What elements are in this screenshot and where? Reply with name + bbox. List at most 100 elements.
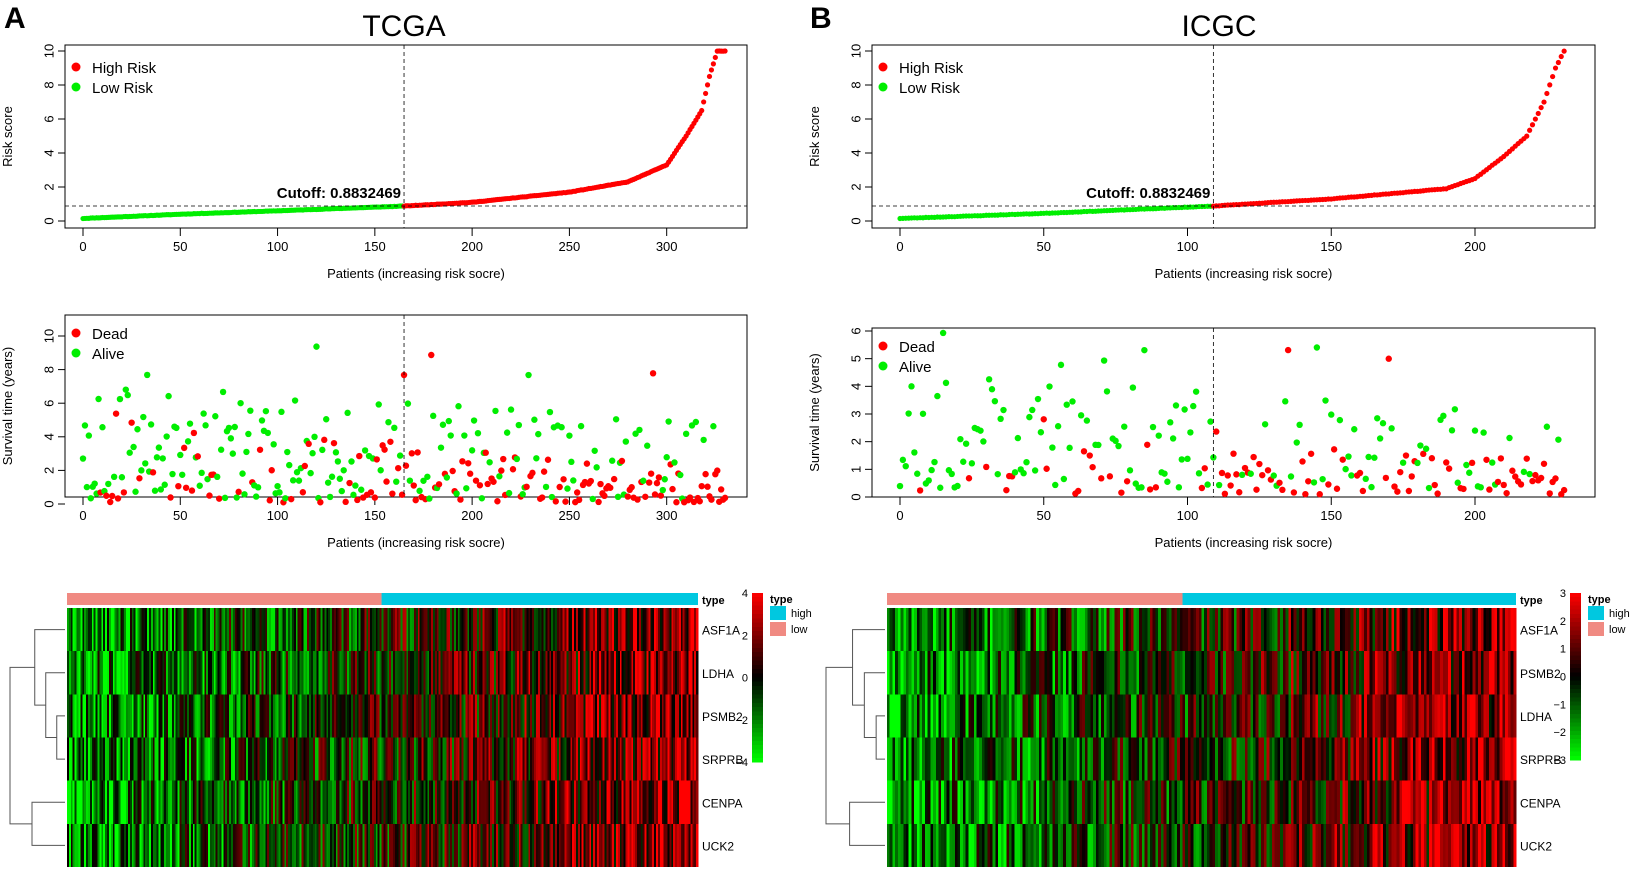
heatmap-cell	[1320, 694, 1324, 738]
heatmap-cell	[415, 737, 419, 781]
heatmap-cell	[612, 608, 615, 652]
alive-point	[928, 466, 935, 474]
alive-point	[334, 458, 342, 465]
alive-point	[1049, 444, 1056, 451]
heatmap-cell	[187, 608, 190, 652]
heatmap-cell	[1423, 823, 1427, 867]
heatmap-cell	[558, 651, 562, 695]
heatmap-cell	[1353, 737, 1357, 781]
alive-point	[1477, 484, 1484, 491]
heatmap-cell	[581, 823, 585, 867]
heatmap-cell	[1361, 694, 1365, 738]
heatmap-cell	[553, 780, 556, 824]
color-scale-step	[1570, 605, 1581, 611]
alive-point	[531, 416, 538, 423]
heatmap-cell	[1068, 608, 1072, 652]
heatmap-cell	[1106, 694, 1110, 738]
heatmap-cell	[574, 737, 577, 781]
heatmap-cell	[1502, 608, 1506, 652]
heatmap-cell	[1101, 737, 1105, 781]
dead-point	[653, 479, 661, 487]
heatmap-cell	[1041, 737, 1045, 781]
heatmap-cell	[128, 651, 131, 695]
heatmap-cell	[575, 694, 579, 738]
heatmap-cell	[251, 608, 255, 652]
heatmap-cell	[943, 780, 948, 824]
heatmap-cell	[122, 608, 125, 652]
heatmap-cell	[461, 608, 464, 652]
heatmap-cell	[1304, 694, 1308, 738]
heatmap-cell	[1383, 694, 1387, 738]
heatmap-cell	[1009, 823, 1013, 867]
heatmap-cell	[335, 608, 339, 652]
heatmap-cell	[556, 737, 560, 781]
heatmap-cell	[1423, 694, 1427, 738]
heatmap-cell	[1513, 823, 1517, 867]
heatmap-cell	[562, 694, 565, 738]
heatmap-cell	[633, 608, 636, 652]
y-tick-label: 2	[41, 467, 56, 474]
heatmap-cell	[1421, 780, 1425, 824]
heatmap-cell	[973, 608, 977, 652]
heatmap-cell	[469, 651, 472, 695]
heatmap-cell	[1055, 780, 1059, 824]
heatmap-cell	[250, 694, 253, 738]
heatmap-cell	[1117, 608, 1121, 652]
heatmap-cell	[74, 608, 77, 652]
heatmap-cell	[507, 780, 510, 824]
heatmap-cell	[1437, 651, 1441, 695]
heatmap-cell	[619, 694, 623, 738]
heatmap-cell	[526, 608, 529, 652]
heatmap-cell	[221, 780, 224, 824]
heatmap-cell	[1309, 737, 1314, 781]
heatmap-cell	[673, 780, 676, 824]
heatmap-cell	[311, 823, 314, 867]
heatmap-cell	[183, 651, 186, 695]
heatmap-cell	[495, 823, 499, 867]
heatmap-cell	[116, 780, 119, 824]
heatmap-cell	[457, 608, 461, 652]
heatmap-cell	[1399, 608, 1403, 652]
heatmap-cell	[551, 823, 554, 867]
heatmap-cell	[1141, 823, 1145, 867]
heatmap-cell	[537, 780, 541, 824]
heatmap-cell	[943, 694, 948, 738]
heatmap-cell	[556, 651, 560, 695]
heatmap-cell	[513, 737, 516, 781]
type-legend-high-label: high	[1609, 608, 1630, 620]
heatmap-cell	[137, 608, 140, 652]
heatmap-cell	[198, 694, 201, 738]
heatmap-cell	[1044, 694, 1048, 738]
heatmap-cell	[524, 694, 527, 738]
heatmap-cell	[1309, 651, 1314, 695]
heatmap-cell	[434, 608, 438, 652]
heatmap-cell	[372, 823, 375, 867]
heatmap-cell	[305, 823, 308, 867]
dendrogram	[9, 629, 65, 846]
alive-point	[566, 432, 573, 439]
heatmap-cell	[619, 780, 623, 824]
heatmap-cell	[1342, 823, 1346, 867]
heatmap-cell	[1076, 780, 1080, 824]
heatmap-cell	[1011, 737, 1015, 781]
heatmap-cell	[1217, 780, 1221, 824]
heatmap-cell	[1407, 608, 1411, 652]
heatmap-cell	[1120, 694, 1124, 738]
heatmap-cell	[1244, 651, 1248, 695]
heatmap-cell	[431, 823, 434, 867]
heatmap-cell	[1499, 823, 1503, 867]
heatmap-cell	[316, 694, 320, 738]
color-scale-step	[752, 707, 763, 712]
heatmap-cell	[179, 823, 182, 867]
heatmap-cell	[253, 694, 257, 738]
heatmap-cell	[370, 823, 373, 867]
heatmap-cell	[1247, 694, 1251, 738]
heatmap-cell	[522, 651, 525, 695]
heatmap-cell	[537, 651, 541, 695]
heatmap-cell	[171, 608, 175, 652]
heatmap-cell	[91, 608, 95, 652]
heatmap-cell	[1060, 737, 1064, 781]
heatmap-cell	[1220, 694, 1224, 738]
heatmap-cell	[387, 737, 390, 781]
heatmap-cell	[455, 694, 459, 738]
